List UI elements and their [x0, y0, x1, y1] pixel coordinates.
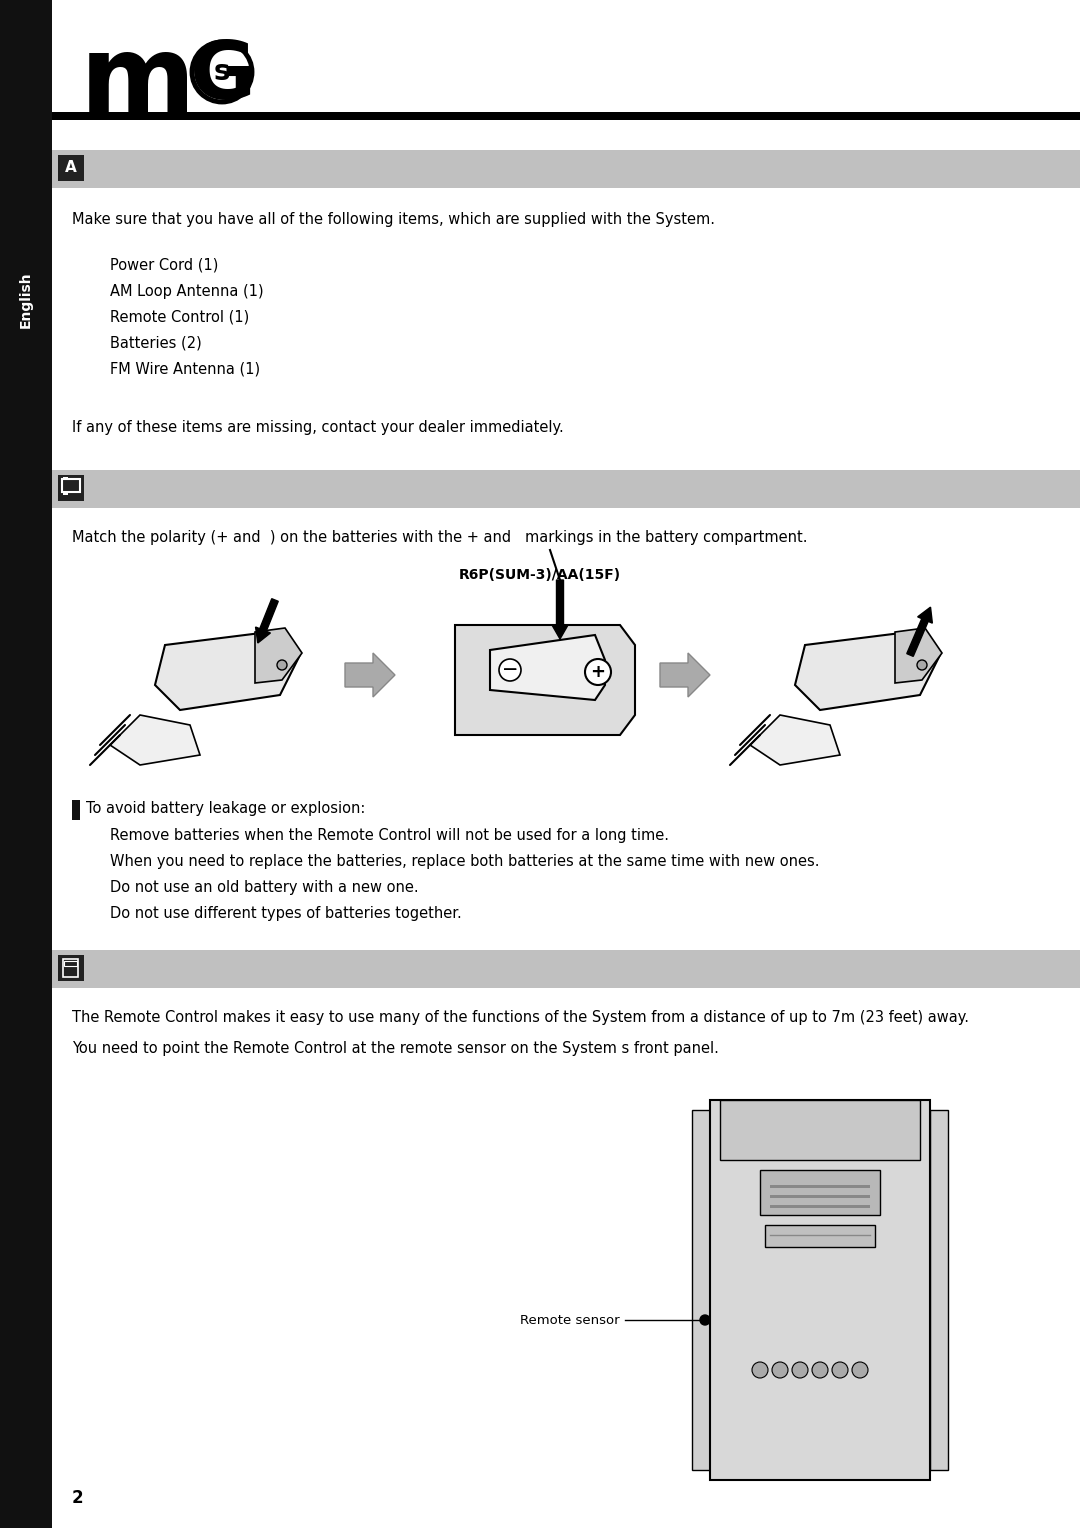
Polygon shape: [795, 630, 940, 711]
Text: Make sure that you have all of the following items, which are supplied with the : Make sure that you have all of the follo…: [72, 212, 715, 228]
Bar: [930, 1109, 948, 1470]
Bar: [52, 112, 1080, 121]
Bar: [63, 960, 78, 976]
Polygon shape: [490, 636, 605, 700]
Bar: [63, 477, 68, 480]
Text: Do not use different types of batteries together.: Do not use different types of batteries …: [110, 906, 462, 921]
Text: A: A: [65, 160, 77, 176]
Polygon shape: [255, 628, 302, 683]
Circle shape: [917, 660, 927, 669]
Circle shape: [832, 1361, 848, 1378]
Polygon shape: [750, 715, 840, 766]
Polygon shape: [156, 630, 300, 711]
Bar: [72, 801, 80, 821]
Text: Batteries (2): Batteries (2): [110, 336, 202, 351]
Bar: [52, 471, 1080, 507]
Bar: [52, 950, 1080, 989]
Text: FM Wire Antenna (1): FM Wire Antenna (1): [110, 362, 260, 377]
Text: s: s: [214, 58, 230, 86]
Text: Match the polarity (+ and  ) on the batteries with the + and   markings in the b: Match the polarity (+ and ) on the batte…: [72, 530, 808, 545]
Text: If any of these items are missing, contact your dealer immediately.: If any of these items are missing, conta…: [72, 420, 564, 435]
Polygon shape: [895, 628, 942, 683]
Text: English: English: [19, 272, 33, 329]
Bar: [64, 961, 77, 966]
Bar: [63, 492, 68, 495]
Text: To avoid battery leakage or explosion:: To avoid battery leakage or explosion:: [86, 801, 365, 816]
FancyArrow shape: [907, 607, 932, 657]
Circle shape: [852, 1361, 868, 1378]
Polygon shape: [455, 625, 635, 735]
Circle shape: [812, 1361, 828, 1378]
Bar: [0, 0, 52, 1528]
Text: You need to point the Remote Control at the remote sensor on the System s front : You need to point the Remote Control at …: [72, 1041, 719, 1056]
Circle shape: [276, 660, 287, 669]
Bar: [710, 1100, 930, 1481]
Bar: [770, 1206, 870, 1209]
Text: Remote Control (1): Remote Control (1): [110, 310, 249, 325]
FancyArrow shape: [552, 581, 568, 639]
Circle shape: [585, 659, 611, 685]
Circle shape: [700, 1316, 710, 1325]
FancyArrow shape: [256, 599, 279, 643]
Text: AM Loop Antenna (1): AM Loop Antenna (1): [110, 284, 264, 299]
Bar: [692, 1109, 710, 1470]
Text: Remove batteries when the Remote Control will not be used for a long time.: Remove batteries when the Remote Control…: [110, 828, 669, 843]
Text: −: −: [502, 660, 518, 680]
Text: The Remote Control makes it easy to use many of the functions of the System from: The Remote Control makes it easy to use …: [72, 1010, 969, 1025]
Bar: [58, 154, 84, 180]
Circle shape: [752, 1361, 768, 1378]
Text: G: G: [190, 38, 256, 116]
Polygon shape: [110, 715, 200, 766]
Circle shape: [772, 1361, 788, 1378]
Text: R6P(SUM-3)/AA(15F): R6P(SUM-3)/AA(15F): [459, 568, 621, 582]
Text: −: −: [502, 660, 518, 680]
Bar: [58, 475, 84, 501]
Text: Power Cord (1): Power Cord (1): [110, 258, 218, 274]
Text: +: +: [591, 663, 606, 681]
Bar: [58, 955, 84, 981]
Polygon shape: [345, 652, 395, 697]
Bar: [62, 478, 80, 492]
Text: 2: 2: [72, 1488, 83, 1507]
Text: Remote sensor: Remote sensor: [521, 1314, 620, 1326]
Bar: [770, 1186, 870, 1187]
Circle shape: [792, 1361, 808, 1378]
Bar: [770, 1195, 870, 1198]
Text: m: m: [80, 31, 195, 138]
Bar: [765, 1225, 875, 1247]
Bar: [760, 1170, 880, 1215]
Bar: [52, 150, 1080, 188]
Circle shape: [499, 659, 521, 681]
Bar: [720, 1100, 920, 1160]
Text: When you need to replace the batteries, replace both batteries at the same time : When you need to replace the batteries, …: [110, 854, 820, 869]
Polygon shape: [660, 652, 710, 697]
Text: Do not use an old battery with a new one.: Do not use an old battery with a new one…: [110, 880, 419, 895]
